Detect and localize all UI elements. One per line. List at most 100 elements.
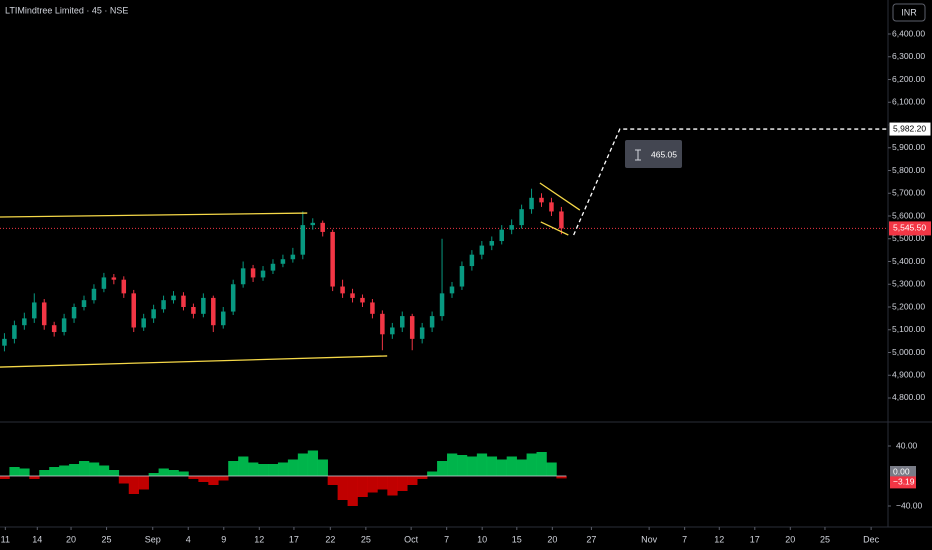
currency-button[interactable] [892,3,926,22]
candle-body [12,325,17,339]
x-tick-label: 20 [66,534,76,544]
candle-body [320,222,325,232]
candle-body [260,270,266,278]
histogram-bar [387,476,398,496]
candle-body [121,279,127,294]
last-price-box [889,221,931,236]
candle-body [549,202,554,212]
candle-body [489,241,495,246]
indicator-value-box [890,466,916,478]
candle-body [439,293,445,317]
candle-body [419,327,425,339]
x-tick-label: Sep [145,534,161,544]
histogram-bar [546,462,557,476]
candle-body [220,311,226,326]
histogram-bar [327,476,338,485]
histogram-bar [526,453,537,476]
histogram-bar [258,464,269,476]
x-tick-label: 12 [254,534,264,544]
y-tick-label: 5,300.00 [892,279,925,289]
x-tick-label: 17 [289,534,299,544]
x-tick-label: Nov [641,534,658,544]
histogram-bar [466,456,478,476]
candle-body [370,302,375,314]
candle-body [131,293,136,328]
histogram-bar [29,476,40,479]
candle-body [499,229,504,242]
candle-body [529,197,534,210]
candle-body [509,225,514,230]
trend-line [0,212,308,218]
x-tick-label: 10 [477,534,487,544]
candle-body [41,302,47,326]
histogram-bar [228,461,239,476]
candle-body [211,297,216,326]
histogram-bar [277,462,289,476]
trend-line [540,221,569,236]
indicator-value-label: 0.00 [893,466,910,476]
histogram-bar [158,468,169,476]
trend-line [539,182,581,211]
candle-body [330,231,335,287]
candle-body [390,327,395,335]
chart-title: LTIMindtree Limited · 45 · NSE [5,5,128,15]
candle-body [51,325,57,333]
candle-body [201,297,206,314]
histogram-bar [128,476,140,494]
histogram-bar [248,462,259,476]
histogram-bar [218,476,229,481]
histogram-bar [79,461,90,476]
histogram-bar [447,453,458,476]
candle-body [181,295,186,308]
x-tick-label: 22 [325,534,335,544]
y-tick-label: 5,500.00 [892,233,925,243]
candle-body [479,245,485,255]
histogram-bar [98,465,110,476]
y-tick-label: 4,900.00 [892,370,925,380]
candle-body [270,263,276,271]
histogram-bar [377,476,388,490]
indicator-value-label: −3.19 [893,477,915,487]
candle-body [71,307,77,319]
x-tick-label: 9 [221,534,226,544]
currency-label[interactable]: INR [901,7,917,17]
histogram-bar [88,462,100,476]
candle-body [230,284,236,312]
candle-body [250,268,256,278]
histogram-bar [407,476,418,485]
candle-body [310,222,316,226]
candle-body [91,288,97,301]
y-tick-label: 4,800.00 [892,392,925,402]
histogram-bar [49,467,60,476]
histogram-bar [486,456,498,476]
candle-body [161,300,166,310]
histogram-bar [108,470,120,476]
histogram-bar [317,459,328,476]
y-tick-label: 5,400.00 [892,256,925,266]
candle-body [449,286,455,294]
trend-line [573,128,888,236]
candle-body [559,211,564,229]
histogram-bar [267,464,279,476]
x-tick-label: 17 [750,534,760,544]
histogram-bar [367,476,378,493]
histogram-bar [138,476,149,490]
histogram-bar [59,465,70,476]
y-tick-label: 6,400.00 [892,28,925,38]
candle-body [539,197,544,203]
candle-body [111,277,117,280]
histogram-bar [516,459,527,476]
y-tick-label: 6,100.00 [892,97,925,107]
y-tick-label: 5,000.00 [892,347,925,357]
histogram-bar [417,476,428,479]
x-tick-label: 20 [785,534,795,544]
histogram-bar [178,471,189,476]
candle-body [380,313,385,335]
histogram-bar [307,450,319,476]
candle-body [22,318,27,326]
x-tick-label: 4 [186,534,191,544]
candle-body [360,297,365,303]
y-tick-label: 6,200.00 [892,74,925,84]
candle-body [429,316,435,328]
